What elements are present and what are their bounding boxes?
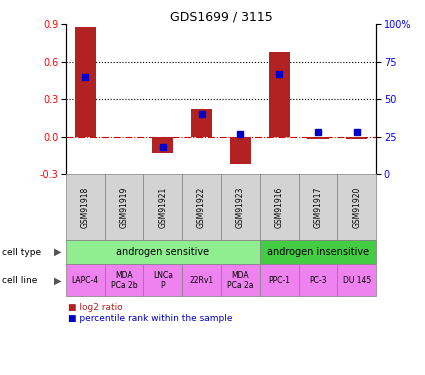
Bar: [269, 52, 290, 137]
Bar: [230, 137, 251, 164]
Bar: [346, 137, 367, 140]
Text: androgen sensitive: androgen sensitive: [116, 247, 210, 257]
Text: MDA
PCa 2b: MDA PCa 2b: [111, 271, 137, 290]
Text: GSM91921: GSM91921: [159, 187, 167, 228]
Text: 22Rv1: 22Rv1: [190, 276, 214, 285]
Text: cell type: cell type: [2, 248, 41, 256]
Text: PC-3: PC-3: [309, 276, 327, 285]
Bar: [307, 137, 329, 140]
Text: MDA
PCa 2a: MDA PCa 2a: [227, 271, 254, 290]
Text: GSM91920: GSM91920: [352, 186, 361, 228]
Text: GSM91919: GSM91919: [119, 186, 128, 228]
Bar: [152, 137, 173, 153]
Text: PPC-1: PPC-1: [268, 276, 290, 285]
Text: GSM91922: GSM91922: [197, 187, 206, 228]
Text: DU 145: DU 145: [343, 276, 371, 285]
Text: ▶: ▶: [54, 275, 61, 285]
Text: LNCa
P: LNCa P: [153, 271, 173, 290]
Title: GDS1699 / 3115: GDS1699 / 3115: [170, 10, 272, 23]
Text: cell line: cell line: [2, 276, 37, 285]
Text: GSM91923: GSM91923: [236, 186, 245, 228]
Text: ▶: ▶: [54, 247, 61, 257]
Bar: [75, 27, 96, 137]
Bar: [191, 110, 212, 137]
Text: androgen insensitive: androgen insensitive: [267, 247, 369, 257]
Text: GSM91917: GSM91917: [314, 186, 323, 228]
Text: GSM91918: GSM91918: [81, 187, 90, 228]
Text: GSM91916: GSM91916: [275, 186, 283, 228]
Text: LAPC-4: LAPC-4: [72, 276, 99, 285]
Text: ■ percentile rank within the sample: ■ percentile rank within the sample: [68, 314, 232, 323]
Text: ■ log2 ratio: ■ log2 ratio: [68, 303, 123, 312]
